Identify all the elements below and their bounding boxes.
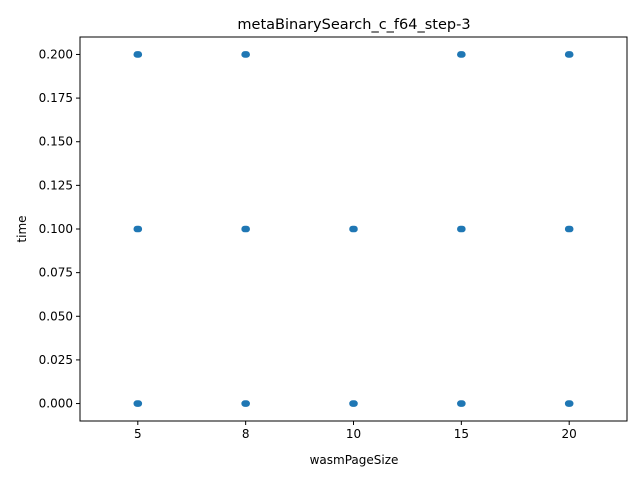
x-tick-label: 10 xyxy=(346,427,361,441)
scatter-point xyxy=(241,400,250,407)
y-tick-label: 0.050 xyxy=(39,309,73,323)
x-tick-label: 5 xyxy=(134,427,142,441)
plot-area xyxy=(133,51,574,407)
scatter-point xyxy=(133,51,143,58)
x-axis-label: wasmPageSize xyxy=(310,453,399,467)
scatter-point xyxy=(349,400,358,407)
y-axis-label: time xyxy=(15,215,29,242)
scatter-point xyxy=(457,400,466,407)
y-tick-label: 0.125 xyxy=(39,178,73,192)
y-tick-label: 0.175 xyxy=(39,91,73,105)
scatter-point xyxy=(564,400,574,407)
scatter-point xyxy=(349,225,358,233)
x-tick-label: 8 xyxy=(242,427,250,441)
scatter-point xyxy=(133,400,143,407)
y-tick-label: 0.025 xyxy=(39,353,73,367)
scatter-point xyxy=(133,225,143,233)
scatter-point xyxy=(457,51,466,58)
y-tick-label: 0.075 xyxy=(39,266,73,280)
x-tick-label: 20 xyxy=(562,427,577,441)
x-axis: 5 8 10 15 20 xyxy=(134,421,577,441)
scatter-point xyxy=(457,225,466,233)
y-axis: 0.000 0.025 0.050 0.075 0.100 0.125 0.150 0.175… xyxy=(39,47,80,411)
y-tick-label: 0.000 xyxy=(39,397,73,411)
y-tick-label: 0.150 xyxy=(39,135,73,149)
scatter-point xyxy=(241,225,250,233)
y-tick-label: 0.200 xyxy=(39,47,73,61)
scatter-point xyxy=(564,51,574,58)
chart-title: metaBinarySearch_c_f64_step-3 xyxy=(237,17,470,33)
y-tick-label: 0.100 xyxy=(39,222,73,236)
scatter-point xyxy=(564,225,574,233)
x-tick-label: 15 xyxy=(454,427,469,441)
scatter-point xyxy=(241,51,250,58)
